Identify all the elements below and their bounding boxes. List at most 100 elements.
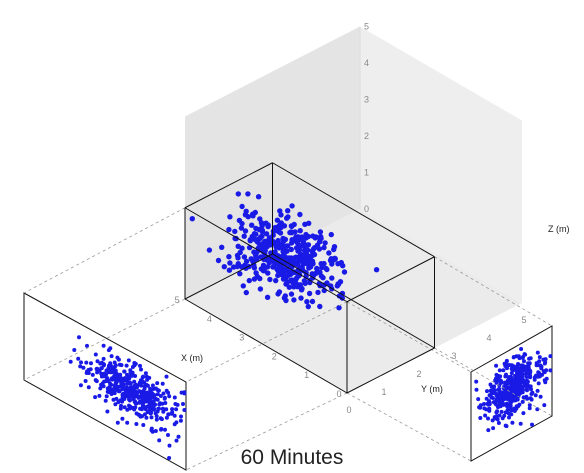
data-point <box>286 255 292 261</box>
z-tick-label: 3 <box>364 95 369 105</box>
xz-projection-point <box>76 356 81 361</box>
data-point <box>289 203 295 209</box>
xz-projection-point <box>164 415 169 420</box>
data-point <box>232 228 238 235</box>
xz-projection-point <box>113 384 118 389</box>
xz-projection-point <box>166 433 170 437</box>
data-point <box>290 237 297 244</box>
data-point <box>247 237 253 243</box>
yz-projection-point <box>535 407 540 412</box>
yz-projection-point <box>508 406 513 411</box>
data-point <box>314 244 320 250</box>
data-point <box>273 244 279 250</box>
xz-projection-point <box>161 391 166 396</box>
xz-projection-point <box>143 371 148 376</box>
xz-projection-point <box>128 371 133 376</box>
yz-projection-point <box>523 367 528 372</box>
data-point <box>311 251 318 258</box>
xz-projection-point <box>154 417 159 422</box>
xz-projection-point <box>125 420 130 425</box>
x-tick-label: 5 <box>174 295 179 305</box>
y-tick-label: 2 <box>416 369 421 379</box>
xz-projection-point <box>93 395 98 400</box>
x-tick-label: 0 <box>336 389 341 399</box>
data-point <box>329 275 335 281</box>
xz-projection-point <box>141 423 146 427</box>
data-point <box>301 247 308 254</box>
xz-projection-point <box>172 395 177 400</box>
xz-projection-point <box>148 393 153 398</box>
xz-projection-point <box>139 407 144 412</box>
yz-projection-point <box>498 374 503 379</box>
bounding-box-edge <box>184 162 273 209</box>
xz-projection-point <box>137 389 142 394</box>
xz-projection-point <box>107 364 112 368</box>
xz-projection-point <box>124 377 129 382</box>
xz-projection-point <box>149 411 153 415</box>
data-point <box>319 264 325 271</box>
back-right-wall <box>360 26 522 303</box>
yz-projection-point <box>509 397 514 402</box>
xz-projection-point <box>178 418 183 423</box>
data-point <box>288 246 294 253</box>
y-axis-label: Y (m) <box>421 384 443 394</box>
yz-projection-point <box>543 360 548 365</box>
data-point <box>255 239 261 246</box>
yz-projection-point <box>498 399 503 404</box>
data-point <box>275 228 282 235</box>
yz-projection-point <box>522 359 526 364</box>
xz-projection-point <box>154 414 159 419</box>
data-point <box>245 191 251 197</box>
data-point <box>298 295 304 301</box>
data-point <box>297 211 303 218</box>
yz-projection-point <box>496 421 501 425</box>
data-point <box>303 242 309 248</box>
bounding-box-edge <box>184 207 348 303</box>
x-tick-label: 3 <box>239 333 244 343</box>
xz-projection-point <box>133 399 138 404</box>
xz-projection-point <box>119 381 124 386</box>
data-point <box>246 277 252 284</box>
xz-projection-point <box>167 394 172 399</box>
xz-projection-point <box>164 374 169 379</box>
data-point <box>285 208 291 214</box>
xz-projection-point <box>150 429 155 434</box>
xz-projection-point <box>158 416 163 421</box>
xz-projection-point <box>124 363 129 368</box>
yz-projection-point <box>534 363 539 368</box>
yz-projection-point <box>494 392 499 396</box>
yz-projection-point <box>517 356 522 361</box>
yz-projection-point <box>502 413 507 418</box>
yz-projection-point <box>530 422 534 427</box>
data-point <box>326 250 332 256</box>
data-point <box>239 203 245 210</box>
data-point <box>331 244 338 250</box>
yz-projection-point <box>482 402 486 406</box>
data-point <box>286 284 292 290</box>
yz-projection-point <box>501 402 506 407</box>
xz-projection-point <box>161 409 166 414</box>
xz-projection-point <box>144 415 149 420</box>
xz-projection-point <box>102 379 107 384</box>
projection-guide-line <box>23 207 186 294</box>
xz-projection-point <box>132 395 136 400</box>
xz-projection-point <box>132 379 137 384</box>
data-point <box>341 269 348 275</box>
xz-projection-point <box>157 438 162 443</box>
data-point <box>291 284 297 290</box>
yz-projection-point <box>497 387 502 391</box>
data-point <box>273 277 279 284</box>
data-point <box>310 261 316 267</box>
bounding-box-edge <box>346 347 435 394</box>
xz-projection-point <box>140 402 145 407</box>
xz-projection-point <box>78 383 83 388</box>
yz-projection-point <box>537 374 542 379</box>
yz-projection-point <box>509 412 514 417</box>
yz-projection-point <box>484 407 489 412</box>
data-point <box>257 286 264 292</box>
xz-projection-point <box>105 409 110 414</box>
xz-projection-point <box>133 384 138 389</box>
data-point <box>226 267 233 273</box>
xz-projection-point <box>116 388 121 393</box>
xz-projection-point <box>113 387 118 392</box>
